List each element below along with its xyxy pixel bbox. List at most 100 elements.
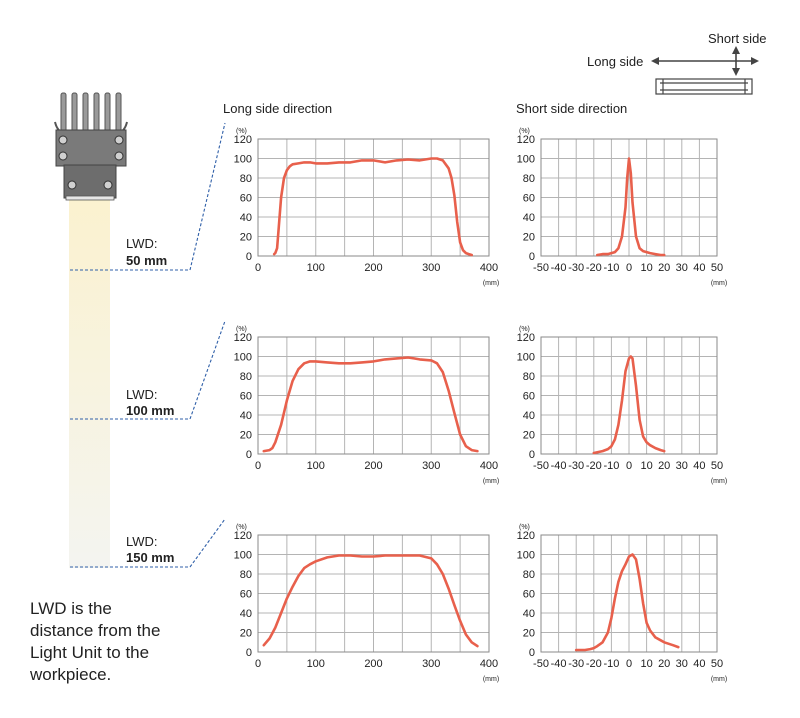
y-tick-label: 20 (523, 628, 535, 640)
x-tick-label: 300 (422, 460, 440, 472)
x-tick-label: -50 (533, 262, 549, 274)
chart-long-100: 0 20 40 60 80 100 120 0 100 200 300 400 (%) (mm) (234, 326, 500, 485)
intensity-curve (262, 356, 479, 453)
note-line: distance from the (30, 621, 161, 640)
x-tick-label: 20 (658, 262, 670, 274)
y-tick-label: 40 (240, 608, 252, 620)
y-tick-label: 40 (523, 410, 535, 422)
x-unit-label: (mm) (711, 280, 727, 287)
lwd-prefix: LWD: (126, 534, 158, 549)
light-beam (69, 198, 110, 568)
x-tick-label: -30 (568, 262, 584, 274)
chart-short-100: 0 20 40 60 80 100 120 -50 -40 -30 -20 -10 0 10 20 30 40 5… (517, 326, 728, 485)
x-tick-label: -30 (568, 658, 584, 670)
y-tick-label: 80 (240, 173, 252, 185)
x-tick-label: 30 (676, 460, 688, 472)
chart-short-150: 0 20 40 60 80 100 120 -50 -40 -30 -20 -10 0 10 20 30 40 5… (517, 524, 728, 683)
y-tick-label: 40 (240, 410, 252, 422)
y-tick-label: 100 (517, 352, 535, 364)
x-tick-label: 20 (658, 460, 670, 472)
x-tick-label: 30 (676, 658, 688, 670)
note-line: LWD is the (30, 599, 112, 618)
x-tick-label: 0 (626, 262, 632, 274)
y-tick-label: 120 (234, 134, 252, 146)
x-tick-label: 50 (711, 262, 723, 274)
y-tick-label: 80 (240, 569, 252, 581)
leader-line-50 (70, 122, 226, 271)
y-unit-label: (%) (236, 326, 247, 333)
x-tick-label: 200 (364, 460, 382, 472)
y-tick-label: 80 (240, 371, 252, 383)
y-tick-label: 0 (529, 449, 535, 461)
x-tick-label: 400 (480, 460, 498, 472)
light-unit-outline-icon (655, 78, 753, 95)
x-tick-label: 10 (640, 460, 652, 472)
x-tick-label: 400 (480, 658, 498, 670)
x-tick-label: 50 (711, 658, 723, 670)
short-side-label: Short side (708, 31, 767, 46)
lwd-prefix: LWD: (126, 387, 158, 402)
plot-frame (257, 336, 490, 455)
lwd-label-150: LWD: 150 mm (126, 534, 174, 565)
x-tick-label: 10 (640, 262, 652, 274)
y-tick-label: 100 (517, 154, 535, 166)
y-tick-label: 0 (529, 647, 535, 659)
lwd-label-100: LWD: 100 mm (126, 387, 174, 418)
plot-frame (257, 534, 490, 653)
x-tick-label: 200 (364, 658, 382, 670)
y-tick-label: 60 (523, 391, 535, 403)
x-tick-label: 0 (255, 658, 261, 670)
y-tick-label: 40 (523, 608, 535, 620)
lwd-note: LWD is the distance from the Light Unit … (30, 598, 230, 686)
y-tick-label: 100 (234, 154, 252, 166)
plot-frame (540, 336, 718, 455)
y-tick-label: 20 (240, 430, 252, 442)
y-tick-label: 60 (523, 589, 535, 601)
y-unit-label: (%) (519, 326, 530, 333)
x-unit-label: (mm) (483, 280, 499, 287)
x-tick-label: -40 (551, 658, 567, 670)
x-tick-label: 10 (640, 658, 652, 670)
short-side-direction-title: Short side direction (516, 101, 627, 116)
x-tick-label: 30 (676, 262, 688, 274)
x-tick-label: 50 (711, 460, 723, 472)
y-tick-label: 20 (523, 430, 535, 442)
x-unit-label: (mm) (711, 676, 727, 683)
x-unit-label: (mm) (483, 478, 499, 485)
y-tick-label: 40 (523, 212, 535, 224)
lwd-prefix: LWD: (126, 236, 158, 251)
y-tick-label: 120 (234, 332, 252, 344)
x-tick-label: 100 (307, 262, 325, 274)
x-tick-label: 400 (480, 262, 498, 274)
lwd-leader-lines (70, 122, 226, 568)
x-tick-label: 0 (255, 460, 261, 472)
intensity-curve (595, 157, 666, 257)
x-tick-label: 300 (422, 262, 440, 274)
y-tick-label: 40 (240, 212, 252, 224)
orientation-legend: Short side Long side (587, 31, 767, 95)
y-tick-label: 20 (240, 628, 252, 640)
x-tick-label: 40 (693, 658, 705, 670)
lwd-value: 100 mm (126, 403, 174, 418)
intensity-curve (574, 553, 680, 652)
lwd-value: 150 mm (126, 550, 174, 565)
x-tick-label: -50 (533, 658, 549, 670)
x-tick-label: 0 (255, 262, 261, 274)
x-tick-label: 20 (658, 658, 670, 670)
y-tick-label: 0 (246, 251, 252, 263)
y-tick-label: 0 (529, 251, 535, 263)
y-tick-label: 80 (523, 173, 535, 185)
y-tick-label: 60 (240, 589, 252, 601)
x-tick-label: -10 (603, 262, 619, 274)
y-tick-label: 100 (517, 550, 535, 562)
plot-frame (540, 534, 718, 653)
y-tick-label: 60 (523, 193, 535, 205)
y-unit-label: (%) (519, 128, 530, 135)
y-tick-label: 20 (523, 232, 535, 244)
x-tick-label: -40 (551, 262, 567, 274)
intensity-curve (262, 554, 479, 648)
x-tick-label: -10 (603, 658, 619, 670)
